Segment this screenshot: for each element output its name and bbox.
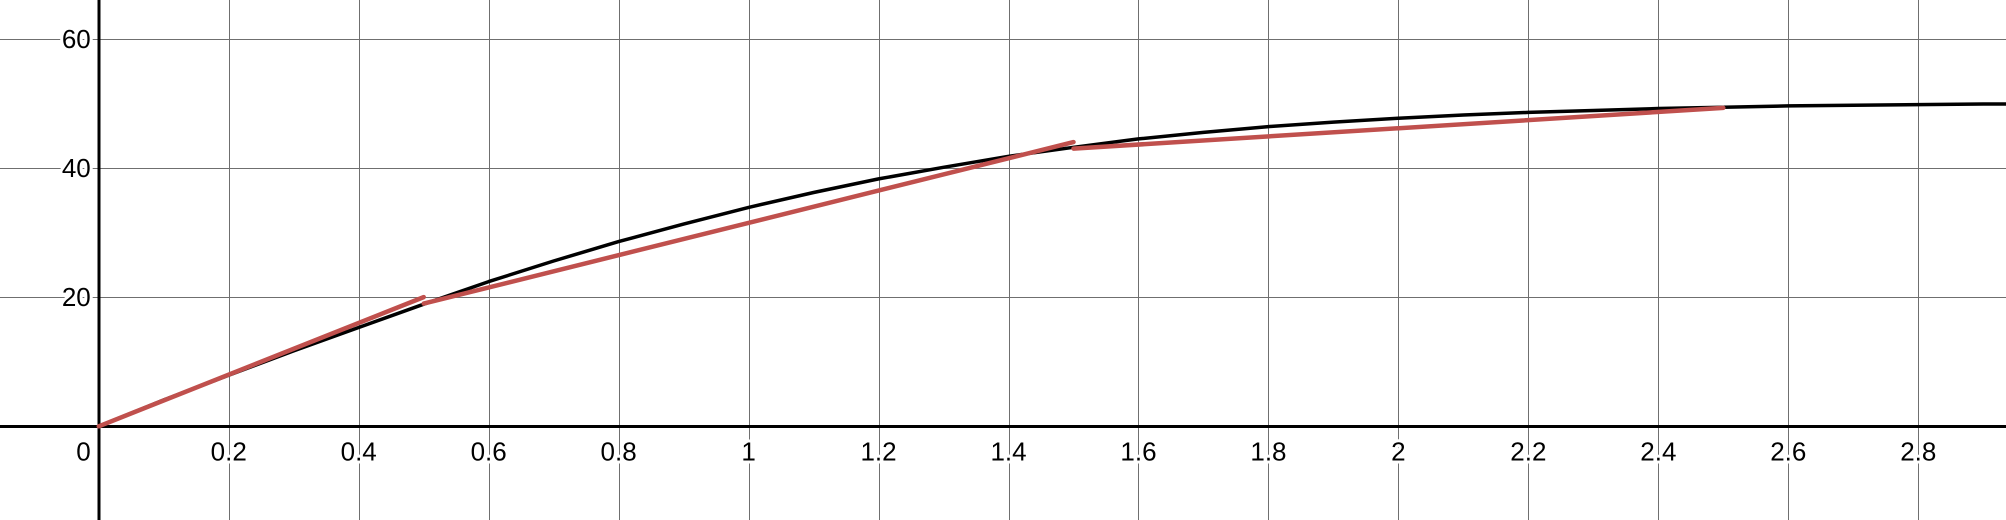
x-tick-label: 1.8 <box>1250 436 1286 466</box>
series-segment <box>96 294 426 429</box>
x-tick-label: 2.4 <box>1640 436 1676 466</box>
series-layer <box>96 102 2006 429</box>
y-tick-label: 20 <box>62 282 91 312</box>
x-tick-label: 2 <box>1391 436 1405 466</box>
series-segment <box>421 139 1076 306</box>
x-tick-label: 0.6 <box>471 436 507 466</box>
x-tick-label: 1.6 <box>1120 436 1156 466</box>
x-tick-label: 2.8 <box>1900 436 1936 466</box>
x-tick-label: 0.8 <box>601 436 637 466</box>
y-tick-label: 60 <box>62 24 91 54</box>
origin-label: 0 <box>76 436 90 466</box>
x-tick-label: 2.2 <box>1510 436 1546 466</box>
x-tick-label: 0.4 <box>341 436 377 466</box>
x-tick-label: 1.2 <box>860 436 896 466</box>
series-segment <box>1071 105 1726 151</box>
x-tick-label: 1 <box>741 436 755 466</box>
x-tick-label: 2.6 <box>1770 436 1806 466</box>
y-tick-label: 40 <box>62 153 91 183</box>
tick-labels: 0.2 0.4 0.6 0.8 1 1.2 1.4 1.6 1.8 2 2.2 2.4 2.6 2.8 20… <box>59 21 1940 470</box>
x-tick-label: 1.4 <box>990 436 1026 466</box>
x-tick-label: 0.2 <box>211 436 247 466</box>
